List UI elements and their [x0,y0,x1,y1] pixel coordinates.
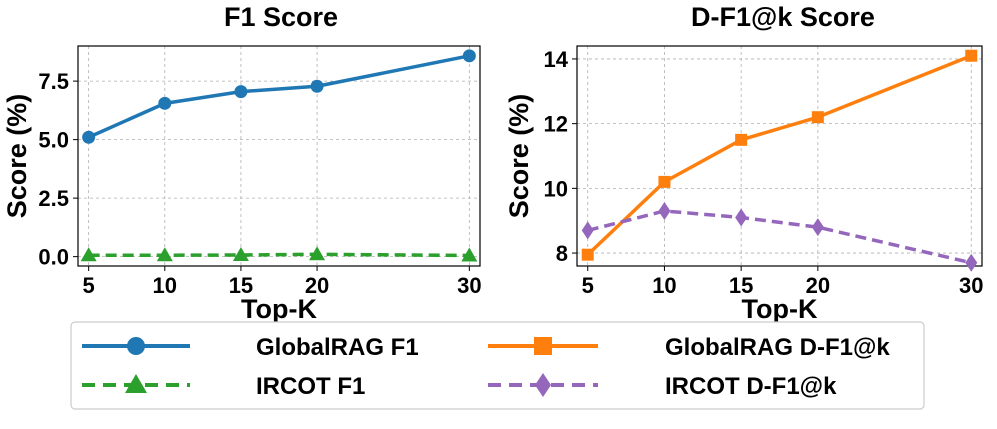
series-line-ircot-d-f1-k [587,209,972,265]
plot-frame [77,45,481,267]
legend-label-globalrag-f1: GlobalRAG F1 [256,334,419,361]
y-axis-label: Score (%) [504,94,534,219]
x-tick-label: 5 [582,273,594,298]
data-point-ircot-f1 [309,246,326,261]
y-tick-label: 10 [544,176,568,201]
legend-marker-ircot-d-f1-k [535,373,551,397]
data-point-globalrag-d-f1-k [965,49,978,62]
data-point-globalrag-d-f1-k [735,133,748,146]
legend-label-globalrag-d-f1-k: GlobalRAG D-F1@k [665,334,890,361]
y-axis-label: Score (%) [2,94,32,219]
data-point-globalrag-d-f1-k [581,248,594,261]
data-point-globalrag-f1 [82,130,96,144]
plot-frame [576,45,983,267]
y-tick-label: 0.0 [38,245,69,270]
legend-marker-globalrag-d-f1-k [534,337,552,355]
x-tick-label: 20 [806,273,830,298]
series-line-globalrag-d-f1-k [586,54,972,256]
x-tick-label: 5 [83,273,95,298]
data-point-ircot-f1 [461,247,478,262]
legend-marker-ircot-f1 [125,374,147,393]
x-tick-label: 15 [229,273,253,298]
chart-panel-f1: 5 10 15 20 30 0.0 2.5 5.0 7.5 F1 Score Top-K Score … [2,2,482,324]
x-tick-label: 10 [153,273,177,298]
x-axis-label: Top-K [241,294,317,324]
chart-panel-df1: 5 10 15 20 30 8 10 12 14 D-F1@k Score Top-K Score (… [504,2,984,324]
legend-label-ircot-f1: IRCOT F1 [256,373,365,400]
data-point-globalrag-d-f1-k [658,175,671,188]
data-point-globalrag-f1 [234,85,248,99]
chart-title: F1 Score [224,2,338,32]
data-point-globalrag-d-f1-k [811,111,824,124]
y-tick-label: 14 [544,47,569,72]
legend-label-ircot-d-f1-k: IRCOT D-F1@k [665,373,837,400]
data-point-ircot-d-f1-k [581,221,594,240]
legend-box [70,321,925,410]
data-point-ircot-d-f1-k [735,208,748,227]
data-point-ircot-d-f1-k [658,202,671,220]
x-tick-label: 20 [305,273,329,298]
y-tick-label: 8 [556,241,568,266]
y-tick-label: 2.5 [38,186,69,211]
x-tick-label: 15 [729,273,753,298]
x-tick-label: 30 [457,273,481,298]
data-point-ircot-f1 [232,247,249,261]
data-point-ircot-f1 [156,247,173,262]
data-point-globalrag-f1 [158,96,172,110]
series-line-ircot-f1 [88,252,470,258]
data-point-globalrag-f1 [462,49,476,63]
series-line-globalrag-f1 [87,54,470,139]
x-axis-label: Top-K [742,294,818,324]
chart-title: D-F1@k Score [691,2,875,32]
x-tick-label: 30 [959,273,983,298]
data-point-globalrag-f1 [310,79,324,93]
y-tick-label: 12 [544,112,568,137]
legend-marker-globalrag-f1 [127,337,145,355]
data-point-ircot-d-f1-k [811,218,824,237]
y-tick-label: 7.5 [38,69,69,94]
data-point-ircot-d-f1-k [965,253,978,272]
x-tick-label: 10 [652,273,676,298]
legend: GlobalRAG F1 GlobalRAG D-F1@k IRCOT F1 IRCO… [70,321,925,410]
data-point-ircot-f1 [80,247,97,262]
y-tick-label: 5.0 [38,128,69,153]
